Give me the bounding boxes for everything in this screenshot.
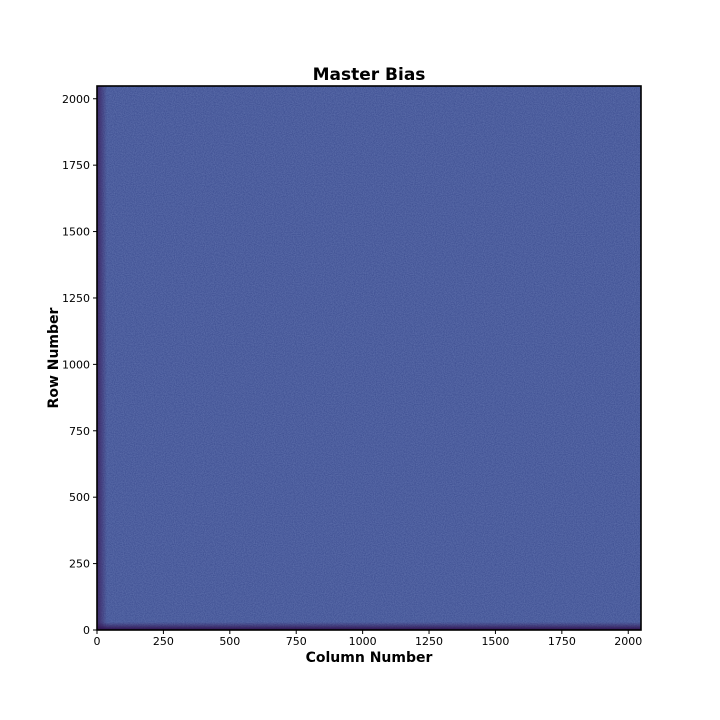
y-tick-label: 1000 (62, 358, 90, 371)
y-axis: 0 250 500 750 1000 1250 1500 1750 2000 (62, 93, 97, 637)
x-tick-label: 1500 (481, 635, 509, 648)
y-tick-label: 750 (69, 425, 90, 438)
bottom-edge-shading (97, 622, 641, 630)
x-tick-label: 1250 (415, 635, 443, 648)
y-tick-label: 500 (69, 491, 90, 504)
plot-frame (96, 85, 642, 631)
y-tick-label: 1750 (62, 159, 90, 172)
y-tick-label: 1500 (62, 226, 90, 239)
y-tick-label: 250 (69, 558, 90, 571)
y-tick-label: 1250 (62, 292, 90, 305)
y-tick-label: 0 (83, 624, 90, 637)
x-axis: 0 250 500 750 1000 1250 1500 1750 2000 (94, 630, 642, 648)
x-tick-label: 250 (153, 635, 174, 648)
x-tick-label: 2000 (614, 635, 642, 648)
heatmap-noise (97, 86, 641, 630)
x-tick-label: 1750 (548, 635, 576, 648)
y-axis-label: Row Number (46, 307, 62, 408)
x-tick-label: 1000 (349, 635, 377, 648)
x-tick-label: 0 (94, 635, 101, 648)
x-tick-label: 500 (219, 635, 240, 648)
left-edge-shading (97, 86, 107, 630)
y-tick-label: 2000 (62, 93, 90, 106)
chart-title: Master Bias (313, 65, 426, 85)
plot-area (96, 85, 642, 631)
x-tick-label: 750 (286, 635, 307, 648)
x-axis-label: Column Number (306, 650, 433, 666)
